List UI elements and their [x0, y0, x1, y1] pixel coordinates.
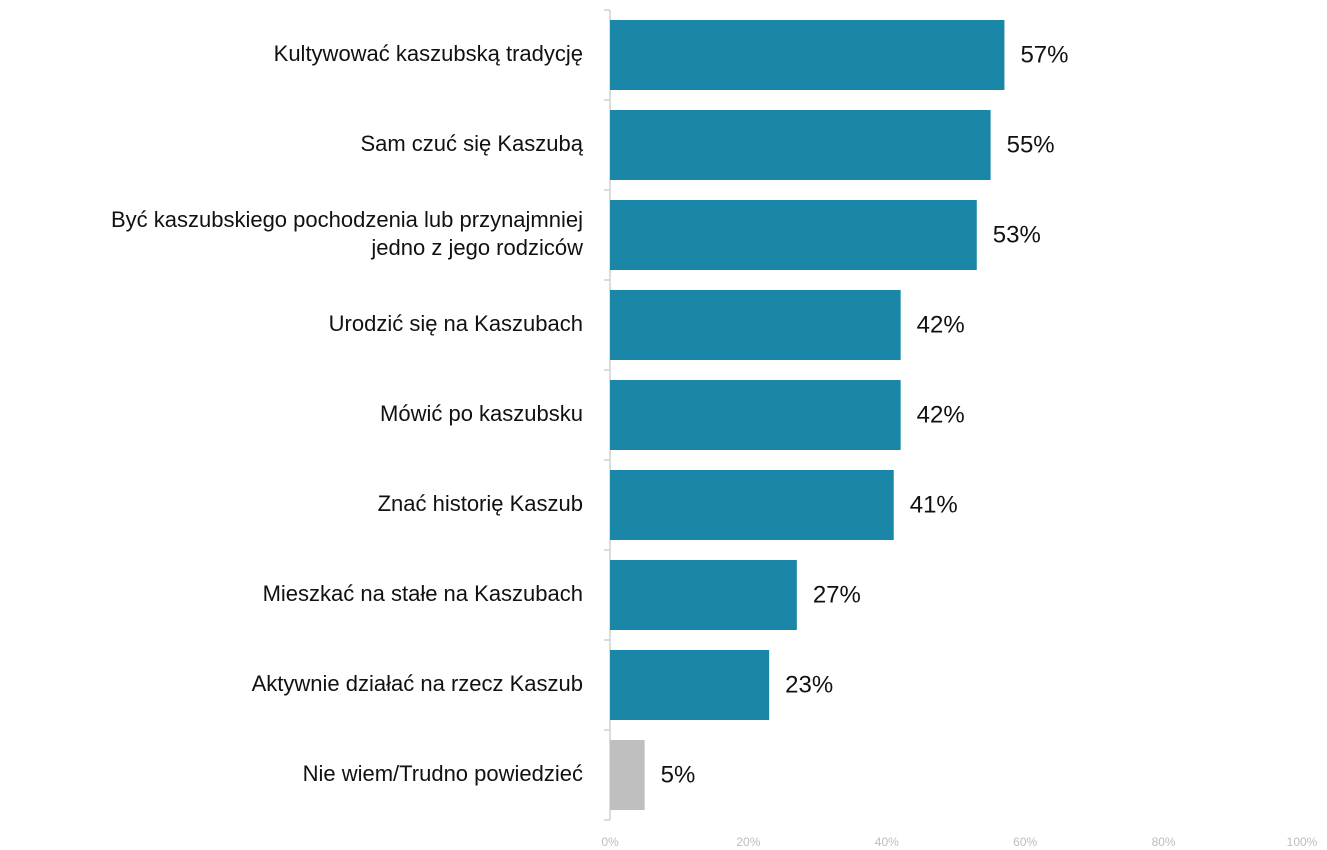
value-label: 55%	[1007, 131, 1055, 158]
category-label: Sam czuć się Kaszubą	[360, 131, 583, 156]
bar	[610, 650, 770, 720]
value-label: 57%	[1020, 41, 1068, 68]
bar	[610, 740, 645, 810]
bar	[610, 110, 991, 180]
value-label: 53%	[993, 221, 1041, 248]
bar	[610, 200, 977, 270]
category-label: Mieszkać na stałe na Kaszubach	[263, 581, 583, 606]
category-label: Być kaszubskiego pochodzenia lub przynaj…	[111, 207, 583, 260]
category-label: Kultywować kaszubską tradycję	[274, 41, 583, 66]
category-label: Nie wiem/Trudno powiedzieć	[303, 761, 583, 786]
bar	[610, 560, 797, 630]
x-tick-label: 20%	[736, 835, 760, 849]
category-label: Urodzić się na Kaszubach	[329, 311, 583, 336]
bar	[610, 380, 901, 450]
x-tick-label: 60%	[1013, 835, 1037, 849]
value-label: 27%	[813, 581, 861, 608]
x-tick-label: 0%	[601, 835, 619, 849]
x-tick-label: 100%	[1287, 835, 1318, 849]
category-label: Znać historię Kaszub	[378, 491, 583, 516]
bar	[610, 470, 894, 540]
value-label: 23%	[785, 671, 833, 698]
category-label: Mówić po kaszubsku	[380, 401, 583, 426]
x-tick-label: 40%	[875, 835, 899, 849]
value-label: 42%	[917, 311, 965, 338]
x-tick-label: 80%	[1152, 835, 1176, 849]
bar	[610, 20, 1005, 90]
value-label: 41%	[910, 491, 958, 518]
bar	[610, 290, 901, 360]
value-label: 42%	[917, 401, 965, 428]
value-label: 5%	[661, 761, 696, 788]
category-label: Aktywnie działać na rzecz Kaszub	[252, 671, 583, 696]
